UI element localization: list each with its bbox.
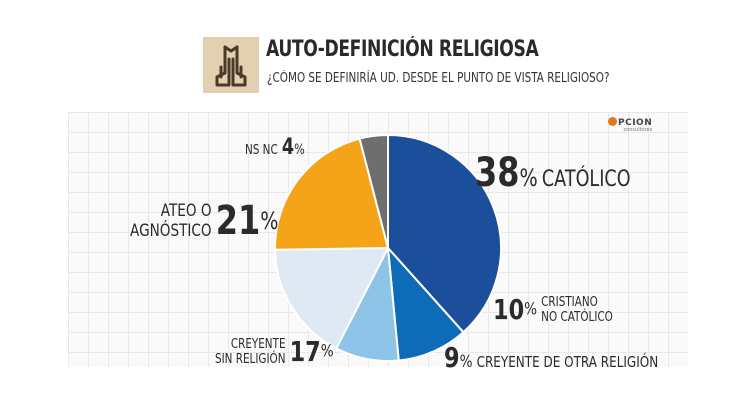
brand-logo-mark bbox=[608, 117, 617, 126]
label-catolico-name: CATÓLICO bbox=[541, 167, 631, 192]
label-sin-religion-line2: SIN RELIGIÓN bbox=[215, 351, 286, 367]
label-ns-nc-name: NS NC bbox=[245, 143, 278, 158]
slice-sin-religion bbox=[274, 247, 389, 350]
label-ateo-value: 21 bbox=[215, 198, 261, 244]
label-cristiano-line1: CRISTIANO bbox=[541, 294, 598, 310]
label-cristiano-line2: NO CATÓLICO bbox=[541, 309, 613, 325]
slice-ns-nc bbox=[358, 134, 389, 249]
label-otra-name: CREYENTE DE OTRA RELIGIÓN bbox=[476, 353, 659, 371]
slice-catolico bbox=[387, 134, 502, 334]
chart-title: AUTO-DEFINICIÓN RELIGIOSA bbox=[266, 37, 539, 62]
label-ns-nc-pct: % bbox=[294, 142, 305, 158]
label-ateo-line2: AGNÓSTICO bbox=[130, 221, 212, 241]
label-ns-nc: NS NC 4% bbox=[245, 135, 320, 160]
label-ateo-pct: % bbox=[260, 207, 279, 235]
label-sin-religion-pct: % bbox=[320, 341, 334, 362]
praying-hands-icon bbox=[203, 37, 259, 93]
slice-cristiano-no-catolico bbox=[387, 247, 465, 362]
label-sin-religion-line1: CREYENTE bbox=[230, 336, 286, 352]
label-sin-religion: CREYENTE SIN RELIGIÓN 17% bbox=[215, 335, 363, 368]
brand-logo: PCION consultores bbox=[608, 117, 652, 133]
label-ateo-line1: ATEO O bbox=[160, 201, 212, 221]
label-sin-religion-value: 17 bbox=[289, 335, 321, 368]
label-cristiano-value: 10 bbox=[493, 293, 525, 326]
brand-tagline: consultores bbox=[623, 127, 653, 133]
label-cristiano: 10% CRISTIANO NO CATÓLICO bbox=[493, 293, 643, 326]
label-otra-pct: % bbox=[459, 352, 473, 372]
label-ns-nc-value: 4 bbox=[281, 135, 295, 160]
label-ateo: ATEO O AGNÓSTICO 21% bbox=[130, 198, 316, 244]
label-otra-value: 9 bbox=[444, 341, 460, 374]
slice-ateo-agnostico bbox=[274, 137, 389, 251]
label-cristiano-pct: % bbox=[524, 299, 538, 320]
label-catolico-value: 38 bbox=[475, 150, 520, 196]
label-catolico: 38% CATÓLICO bbox=[475, 150, 669, 196]
label-catolico-pct: % bbox=[519, 164, 538, 192]
chart-subtitle: ¿CÓMO SE DEFINIRÍA UD. DESDE EL PUNTO DE… bbox=[267, 71, 610, 86]
brand-name: PCION bbox=[618, 118, 653, 128]
label-otra: 9% CREYENTE DE OTRA RELIGIÓN bbox=[444, 341, 712, 374]
